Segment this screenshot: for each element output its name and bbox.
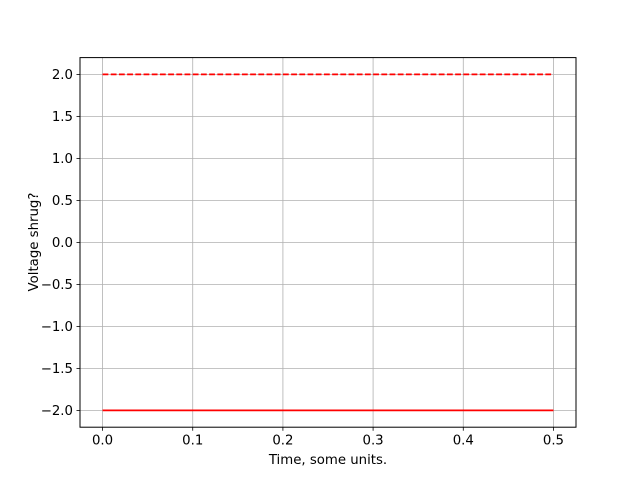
y-tick-label: −1.0 (41, 320, 73, 335)
x-tick-label: 0.5 (543, 434, 564, 449)
y-tick-label: −1.5 (41, 362, 73, 377)
x-tick-label: 0.1 (182, 434, 203, 449)
x-tick-label: 0.4 (453, 434, 474, 449)
y-tick-label: 2.0 (52, 68, 73, 83)
x-axis-label: Time, some units. (268, 453, 388, 468)
y-tick-label: −2.0 (41, 404, 73, 419)
x-tick-label: 0.3 (363, 434, 384, 449)
y-tick-label: 1.0 (52, 152, 73, 167)
y-tick-label: −0.5 (41, 278, 73, 293)
y-tick-label: 0.5 (52, 194, 73, 209)
y-axis-label: Voltage shrug? (27, 192, 42, 292)
y-tick-label: 1.5 (52, 110, 73, 125)
y-tick-label: 0.0 (52, 236, 73, 251)
x-tick-label: 0.2 (272, 434, 293, 449)
x-tick-label: 0.0 (92, 434, 113, 449)
